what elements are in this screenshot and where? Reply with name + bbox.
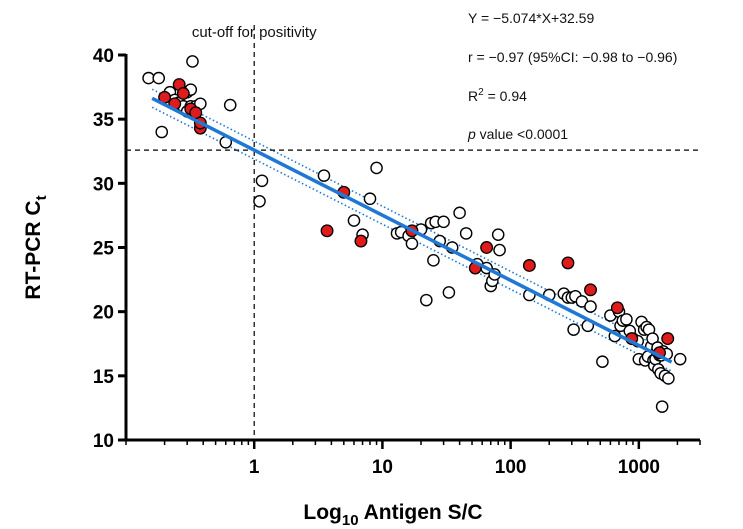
r2-text-main: R	[468, 88, 478, 104]
y-tick-label: 35	[93, 110, 115, 131]
data-point-open	[567, 323, 580, 336]
y-axis-label-sub: t	[33, 195, 50, 200]
p-italic: p	[467, 126, 476, 142]
data-point-open	[427, 254, 440, 267]
data-point-open	[253, 194, 266, 208]
data-point-open	[453, 206, 466, 220]
data-point-open	[405, 237, 419, 250]
confidence-band-line	[151, 88, 672, 354]
data-point-red	[354, 234, 368, 248]
regression-line	[151, 96, 673, 364]
data-point-open	[596, 355, 609, 369]
data-point-open	[223, 98, 237, 112]
x-ticks: 1 10 100 1000	[125, 440, 701, 478]
data-point-open	[673, 352, 687, 366]
data-point-open	[620, 313, 633, 326]
y-axis-label: RT-PCR Ct	[22, 195, 50, 299]
y-ticks: 10 15 20 25 30 35 40	[93, 46, 126, 452]
cutoff-lines	[126, 25, 700, 440]
data-point-open	[584, 300, 597, 313]
x-axis-label: Log10 Antigen S/C	[303, 501, 482, 529]
data-point-open	[420, 293, 433, 307]
cutoff-label: cut-off for positivity	[192, 24, 317, 41]
y-tick-label: 10	[93, 431, 114, 452]
red-points-series	[158, 78, 675, 360]
data-point-open	[317, 169, 331, 182]
data-point-open	[662, 372, 675, 385]
data-point-open	[155, 125, 169, 139]
data-point-open	[186, 55, 199, 68]
stats-annotations: Y = −5.074*X+32.59 r = −0.97 (95%CI: −0.…	[467, 10, 677, 142]
data-point-red	[610, 301, 624, 315]
equation-text: Y = −5.074*X+32.59	[468, 10, 594, 26]
y-tick-label: 40	[93, 46, 114, 67]
data-point-open	[347, 214, 361, 227]
p-value-text: p value <0.0001	[467, 126, 568, 142]
data-point-open	[363, 192, 377, 206]
y-axis-label-main: RT-PCR C	[22, 200, 45, 299]
data-point-red	[480, 241, 494, 254]
x-tick-label: 1	[249, 457, 260, 478]
data-point-red	[176, 87, 190, 100]
x-axis-label-pre: Log	[303, 501, 341, 524]
data-point-open	[655, 400, 669, 413]
x-tick-label: 1000	[618, 457, 660, 478]
r2-text: R2 = 0.94	[468, 87, 527, 104]
data-point-red	[584, 283, 597, 297]
data-point-open	[152, 71, 166, 85]
x-tick-label: 100	[495, 457, 527, 478]
r-text: r = −0.97 (95%CI: −0.98 to −0.96)	[468, 49, 677, 65]
data-point-open	[491, 228, 505, 241]
data-point-red	[522, 259, 536, 272]
data-point-red	[561, 256, 575, 270]
r2-superscript: 2	[478, 87, 484, 98]
x-axis-label-sub: 10	[342, 512, 359, 529]
data-point-red	[320, 224, 334, 238]
x-tick-label: 10	[372, 457, 393, 478]
y-tick-label: 20	[93, 303, 114, 324]
data-point-open	[255, 174, 269, 188]
y-tick-label: 25	[93, 239, 115, 260]
data-point-open	[459, 227, 473, 240]
y-tick-label: 30	[93, 174, 114, 195]
data-point-open	[442, 286, 456, 299]
x-axis-label-post: Antigen S/C	[359, 501, 483, 524]
r2-value: = 0.94	[484, 88, 527, 104]
data-point-red	[661, 332, 675, 346]
data-point-open	[493, 243, 506, 257]
data-point-open	[370, 161, 383, 175]
p-value-rest: value <0.0001	[476, 126, 568, 142]
y-tick-label: 15	[93, 367, 115, 388]
data-point-open	[437, 215, 450, 229]
